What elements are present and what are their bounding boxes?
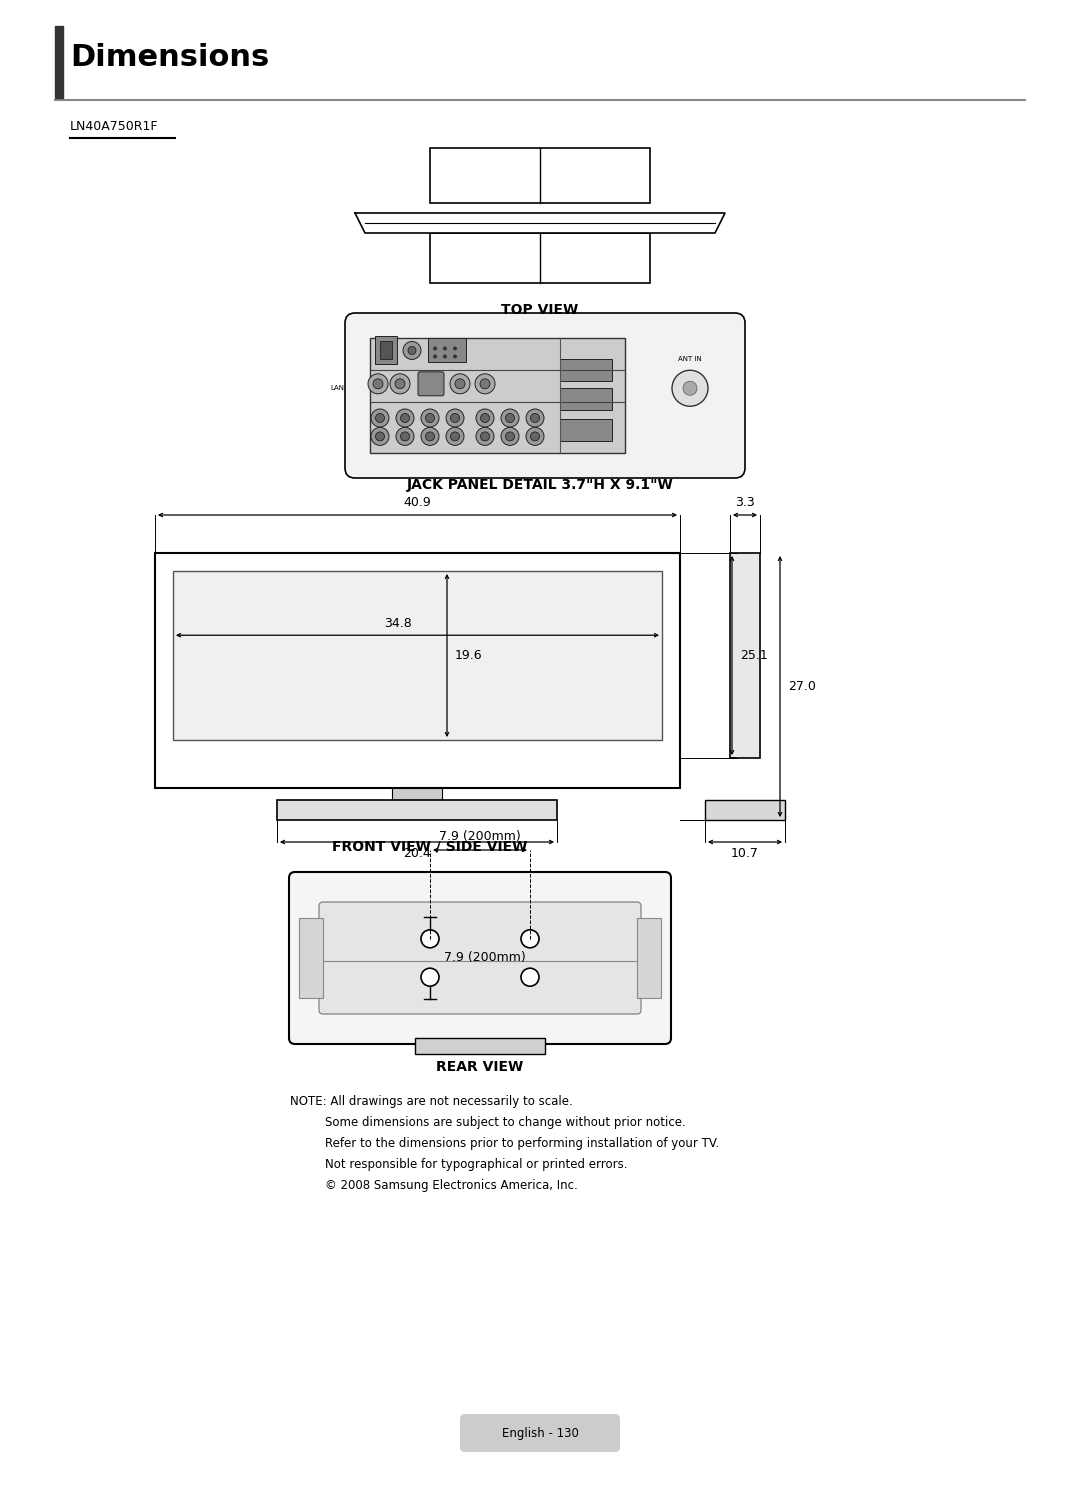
Text: 34.8: 34.8: [383, 618, 411, 631]
Circle shape: [368, 373, 388, 394]
FancyBboxPatch shape: [289, 872, 671, 1045]
Bar: [561, 418, 612, 440]
Text: 20.4: 20.4: [403, 847, 431, 860]
Bar: [561, 388, 612, 409]
Text: Not responsible for typographical or printed errors.: Not responsible for typographical or pri…: [325, 1158, 627, 1171]
Bar: [156, 554, 680, 789]
Circle shape: [433, 354, 437, 359]
Bar: [55, 25, 63, 98]
Circle shape: [443, 354, 447, 359]
Text: FRONT VIEW / SIDE VIEW: FRONT VIEW / SIDE VIEW: [333, 841, 528, 854]
Bar: [392, 789, 442, 801]
Circle shape: [376, 414, 384, 423]
Bar: [561, 359, 612, 381]
Circle shape: [455, 379, 465, 388]
Bar: [276, 801, 557, 820]
Circle shape: [453, 354, 457, 359]
Circle shape: [373, 379, 383, 388]
Circle shape: [480, 379, 490, 388]
Circle shape: [446, 409, 464, 427]
Circle shape: [526, 427, 544, 445]
Circle shape: [421, 427, 438, 445]
Circle shape: [403, 341, 421, 360]
Text: 7.9 (200mm): 7.9 (200mm): [440, 830, 521, 844]
Bar: [705, 801, 785, 820]
Bar: [380, 341, 392, 360]
Bar: [370, 338, 625, 452]
Text: ANT IN: ANT IN: [678, 356, 702, 362]
Circle shape: [501, 427, 519, 445]
Text: LAN: LAN: [330, 385, 345, 391]
Text: Dimensions: Dimensions: [70, 43, 269, 73]
Circle shape: [396, 409, 414, 427]
Circle shape: [475, 373, 495, 394]
Text: NOTE: All drawings are not necessarily to scale.: NOTE: All drawings are not necessarily t…: [291, 1095, 572, 1109]
Bar: [173, 571, 662, 740]
Circle shape: [450, 432, 459, 440]
Text: 10.7: 10.7: [731, 847, 759, 860]
Circle shape: [481, 432, 489, 440]
Text: English - 130: English - 130: [501, 1427, 579, 1439]
Bar: [428, 338, 465, 363]
Text: REAR VIEW: REAR VIEW: [436, 1059, 524, 1074]
Circle shape: [426, 414, 434, 423]
Circle shape: [530, 432, 540, 440]
Text: 7.9 (200mm): 7.9 (200mm): [444, 951, 526, 964]
Circle shape: [501, 409, 519, 427]
Circle shape: [453, 347, 457, 351]
Circle shape: [521, 969, 539, 987]
Circle shape: [426, 432, 434, 440]
Circle shape: [526, 409, 544, 427]
FancyBboxPatch shape: [460, 1414, 620, 1452]
Bar: [415, 1039, 545, 1054]
Bar: [299, 918, 323, 998]
Circle shape: [446, 427, 464, 445]
FancyBboxPatch shape: [345, 312, 745, 478]
Circle shape: [396, 427, 414, 445]
Circle shape: [481, 414, 489, 423]
Circle shape: [683, 381, 697, 396]
Circle shape: [421, 969, 438, 987]
Text: © 2008 Samsung Electronics America, Inc.: © 2008 Samsung Electronics America, Inc.: [325, 1178, 578, 1192]
Circle shape: [372, 427, 389, 445]
Circle shape: [372, 409, 389, 427]
Text: Some dimensions are subject to change without prior notice.: Some dimensions are subject to change wi…: [325, 1116, 686, 1129]
Circle shape: [476, 427, 494, 445]
Circle shape: [443, 347, 447, 351]
Circle shape: [421, 930, 438, 948]
Bar: [637, 918, 661, 998]
Text: 19.6: 19.6: [455, 649, 483, 662]
Circle shape: [433, 347, 437, 351]
Circle shape: [521, 930, 539, 948]
Circle shape: [401, 414, 409, 423]
Text: LN40A750R1F: LN40A750R1F: [70, 119, 159, 132]
Circle shape: [376, 432, 384, 440]
FancyBboxPatch shape: [319, 902, 642, 1013]
Circle shape: [672, 371, 708, 406]
Circle shape: [421, 409, 438, 427]
Circle shape: [530, 414, 540, 423]
Text: JACK PANEL DETAIL 3.7"H X 9.1"W: JACK PANEL DETAIL 3.7"H X 9.1"W: [407, 478, 673, 493]
Circle shape: [390, 373, 410, 394]
Bar: [430, 147, 650, 202]
Circle shape: [476, 409, 494, 427]
Bar: [430, 234, 650, 283]
Text: 3.3: 3.3: [735, 496, 755, 509]
Circle shape: [505, 414, 514, 423]
Text: TOP VIEW: TOP VIEW: [501, 304, 579, 317]
Circle shape: [395, 379, 405, 388]
Circle shape: [450, 373, 470, 394]
Circle shape: [401, 432, 409, 440]
Bar: [375, 336, 397, 365]
Polygon shape: [355, 213, 725, 234]
Bar: [730, 554, 760, 757]
Text: 40.9: 40.9: [404, 496, 431, 509]
Text: 27.0: 27.0: [788, 680, 815, 693]
Text: 25.1: 25.1: [740, 649, 768, 662]
FancyBboxPatch shape: [418, 372, 444, 396]
Circle shape: [408, 347, 416, 354]
Circle shape: [505, 432, 514, 440]
Text: Refer to the dimensions prior to performing installation of your TV.: Refer to the dimensions prior to perform…: [325, 1137, 719, 1150]
Circle shape: [450, 414, 459, 423]
